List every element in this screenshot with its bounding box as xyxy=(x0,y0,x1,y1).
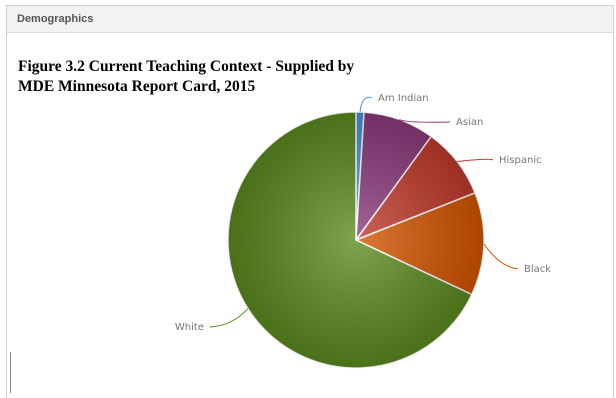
leader-line-white xyxy=(209,308,249,328)
slice-label-asian: Asian xyxy=(456,117,483,128)
figure-caption: Figure 3.2 Current Teaching Context - Su… xyxy=(18,57,458,97)
leader-line-black xyxy=(483,243,519,270)
leader-line-asian xyxy=(399,119,451,123)
panel-title: Demographics xyxy=(17,13,94,25)
leader-line-am-indian xyxy=(359,96,373,113)
panel-header: Demographics xyxy=(7,6,613,33)
left-rule xyxy=(10,352,11,393)
slice-label-white: White xyxy=(175,322,204,333)
figure-caption-line-1: Figure 3.2 Current Teaching Context - Su… xyxy=(18,58,355,75)
slice-label-hispanic: Hispanic xyxy=(499,155,542,166)
leader-line-hispanic xyxy=(457,158,494,163)
slice-label-black: Black xyxy=(524,264,551,275)
figure-caption-line-2: MDE Minnesota Report Card, 2015 xyxy=(18,78,256,95)
slice-label-am-indian: Am Indian xyxy=(378,93,429,104)
